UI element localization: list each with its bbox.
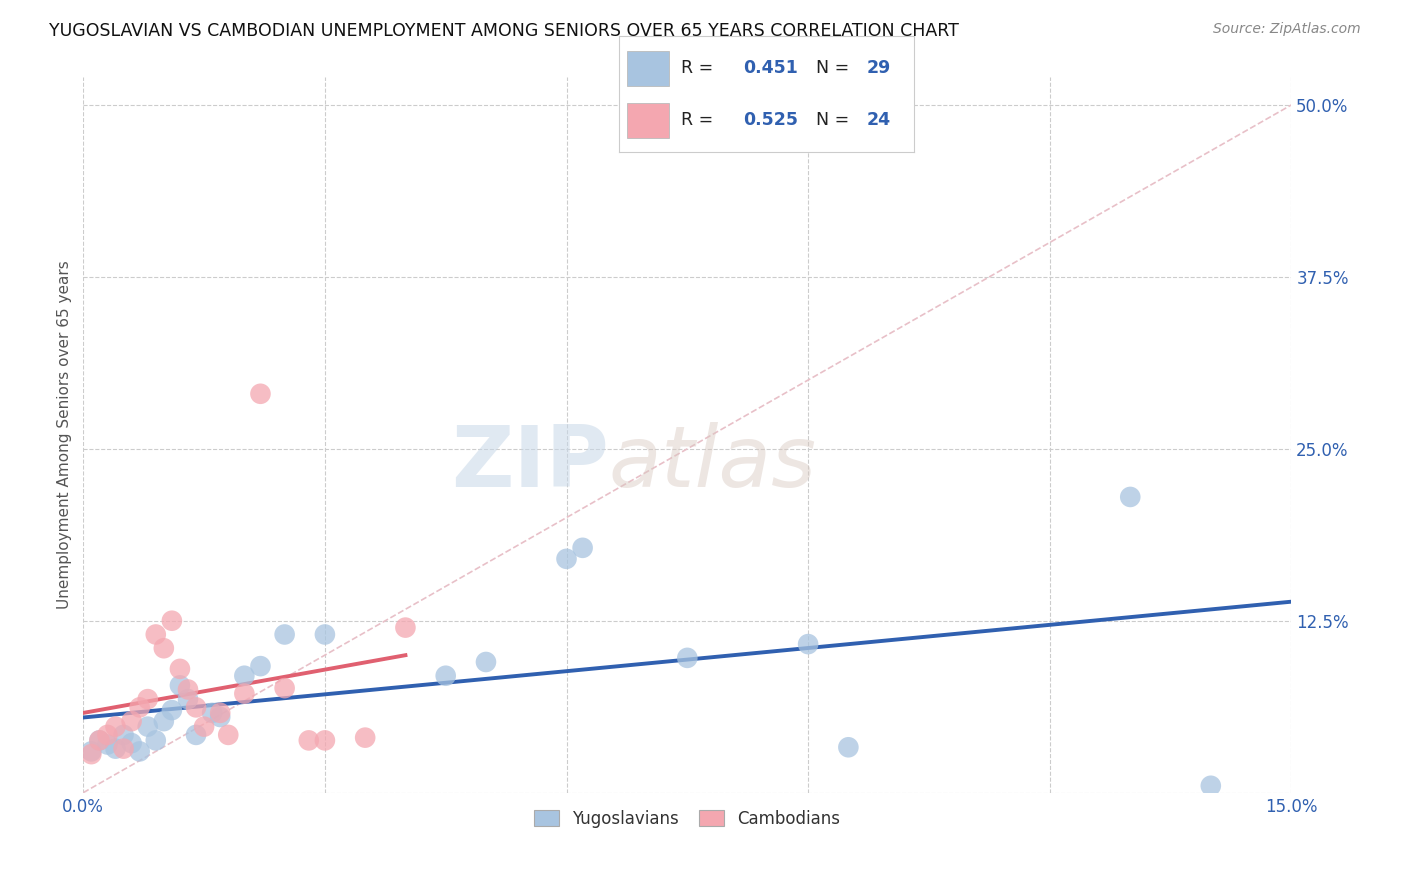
Point [233,687,256,701]
Point [112,741,135,756]
Point [354,731,377,745]
Text: 29: 29 [866,59,891,77]
Point [394,621,416,635]
FancyBboxPatch shape [627,103,669,137]
Point [314,627,336,641]
Point [112,728,135,742]
Point [96,738,118,752]
Point [80,744,103,758]
Text: ZIP: ZIP [451,422,609,505]
Point [104,741,127,756]
Point [160,614,183,628]
Point [96,728,118,742]
Legend: Yugoslavians, Cambodians: Yugoslavians, Cambodians [527,803,848,834]
Point [555,551,578,566]
Point [128,700,150,714]
Point [201,706,224,720]
Point [160,703,183,717]
Point [80,747,103,761]
Point [209,710,232,724]
Point [184,700,207,714]
Point [273,627,295,641]
Point [177,682,200,697]
Point [298,733,321,747]
Point [837,740,859,755]
Point [169,678,191,692]
Point [104,720,127,734]
Point [314,733,336,747]
Point [121,714,143,728]
Point [249,386,271,401]
Text: R =: R = [681,59,718,77]
Text: YUGOSLAVIAN VS CAMBODIAN UNEMPLOYMENT AMONG SENIORS OVER 65 YEARS CORRELATION CH: YUGOSLAVIAN VS CAMBODIAN UNEMPLOYMENT AM… [49,22,959,40]
FancyBboxPatch shape [627,51,669,86]
Point [136,720,159,734]
Point [145,733,167,747]
Point [89,733,111,747]
Point [434,669,457,683]
Point [169,662,191,676]
Y-axis label: Unemployment Among Seniors over 65 years: Unemployment Among Seniors over 65 years [58,260,72,609]
Point [209,706,232,720]
Point [233,669,256,683]
Point [571,541,593,555]
Text: N =: N = [804,59,855,77]
Point [153,641,176,656]
Point [121,736,143,750]
Text: N =: N = [804,112,855,129]
Point [1199,779,1222,793]
Point [193,720,215,734]
Point [184,728,207,742]
Text: 24: 24 [866,112,891,129]
Point [153,714,176,728]
Point [128,744,150,758]
Point [145,627,167,641]
Point [89,733,111,747]
Point [676,651,699,665]
Point [249,659,271,673]
Point [475,655,498,669]
Text: 0.451: 0.451 [742,59,797,77]
Point [1119,490,1142,504]
Point [797,637,820,651]
Text: 0.525: 0.525 [742,112,797,129]
Text: Source: ZipAtlas.com: Source: ZipAtlas.com [1213,22,1361,37]
Point [136,692,159,706]
Point [217,728,239,742]
Point [177,692,200,706]
Text: atlas: atlas [609,422,817,505]
Text: R =: R = [681,112,718,129]
Point [273,681,295,695]
